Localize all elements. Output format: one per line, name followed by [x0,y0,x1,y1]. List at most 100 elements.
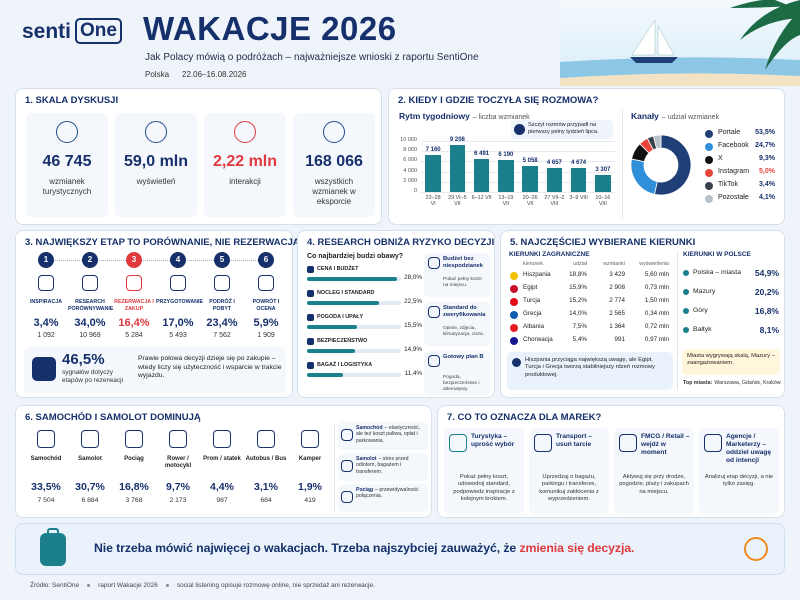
brand-card: Transport – usuń tarcie Uprzedzaj o bagaż… [529,428,609,514]
x-tick-label: 6–12 VII [471,195,492,201]
banner: Nie trzeba mówić najwięcej o wakacjach. … [15,523,785,575]
domestic-name: Polska – miasta [693,269,741,276]
bullet-icon [307,338,314,345]
bar [307,325,357,329]
pin [683,289,689,295]
column-header: wyświetlenia [639,261,669,267]
donut-segment [630,158,658,195]
icon [428,257,440,269]
banner-main: Nie trzeba mówić najwięcej o wakacjach. … [94,541,520,555]
chart-icon [32,357,56,381]
transport-note-text: Samolot – stres przed odlotem, bagażem i … [356,456,426,475]
table-cell: 991 [614,336,625,343]
domestic-note: Miasta wygrywają skalą, Mazury – zaangaż… [682,349,780,375]
step-count: 10 969 [79,332,101,339]
scale-panel: 1. SKALA DYSKUSJI 46 745 wzmianek turystyc… [15,88,382,225]
bar [307,349,355,353]
mode-pct: 3,1% [254,481,278,493]
bar [546,168,563,192]
table-cell: 1 364 [609,323,625,330]
icon [214,275,230,291]
mode-name: Prom / statek [203,456,241,462]
table-cell: Chorwacja [523,336,553,343]
mode-pct: 33,5% [31,481,61,493]
bar-label: CENA I BUDŻET [317,266,359,272]
footer-text: Źródło: SentiOne [30,582,80,589]
x-tick-label: 20–26 VII [522,195,538,208]
table-cell: Turcja [523,297,541,304]
y-tick-label: 10 000 [400,137,417,143]
stat-label: interakcji [229,177,261,186]
bar [595,175,611,192]
domestic-value: 8,1% [759,325,779,335]
step-count: 1 909 [257,332,275,339]
step-pct: 23,4% [206,317,238,329]
brand-card: Agencje / Marketerzy – oddziel uwagę od … [699,428,779,514]
table-cell: 0,72 mln [644,323,669,330]
table-cell: Albania [523,323,545,330]
palm-leaves [730,0,800,70]
mode-count: 419 [304,497,316,504]
icon [169,430,187,448]
page-title: WAKACJE 2026 [143,10,397,47]
table-cell: 18,8% [569,271,587,278]
icon [257,430,275,448]
domestic-value: 16,8% [754,306,779,316]
step-number: 3 [126,252,142,268]
mode-name: Rower / motocykl [164,456,192,469]
step-label: RESEARCH PORÓWNYWANIE [68,299,114,312]
brand-card-title: FMCG / Retail – wejdź w moment [641,433,690,456]
brand-card-title: Transport – usuń tarcie [556,433,592,448]
y-tick-label: 2 000 [403,177,417,184]
callout-text: Szczyt rozmów przypadł na pierwszy pełny… [528,122,599,135]
legend-swatch [705,130,713,138]
icon [125,430,143,448]
table-cell: 5,4% [572,336,587,343]
brand-card-text: Aktywuj się przy drodze, pogodzie, plaży… [619,474,689,495]
boat-sail [631,19,656,56]
icon [619,434,637,452]
suitcase-handle [47,528,59,535]
foreign-note: Hiszpania przyciąga największą uwagę, al… [507,352,673,390]
brand-card: FMCG / Retail – wejdź w moment Aktywuj si… [614,428,694,514]
flag [510,285,518,293]
icon [37,430,55,448]
icon [81,430,99,448]
value-label: 28,0% [404,274,422,281]
step-count: 1 092 [37,332,55,339]
table-cell: Hiszpania [523,271,551,278]
brand-card-title: Agencje / Marketerzy – oddziel uwagę od … [726,433,772,464]
transport-note: Pociąg – przewidywalność połączenia. [338,484,428,512]
bullet-icon [307,362,314,369]
column-header: wzmianki [603,261,625,267]
mode-count: 7 504 [37,497,55,504]
transport-note-text: Pociąg – przewidywalność połączenia. [356,487,426,500]
bar [498,160,514,192]
step-pct: 3,4% [33,317,59,329]
stat-value: 168 066 [305,153,363,170]
section-title: 7. CO TO OZNACZA DLA MAREK? [447,412,602,423]
step-count: 5 284 [125,332,143,339]
bar [307,301,379,305]
x-tick-label: 10–16 VIII [595,195,611,208]
weekly-note: – liczba wzmianek [472,114,530,121]
step-count: 7 562 [213,332,231,339]
table-cell: 1,50 mln [644,297,669,304]
bar [307,277,397,281]
summary-box: 46,5% sygnałów dotyczy etapów po rezerwac… [24,347,286,393]
transport-note-title: Samolot [356,456,377,462]
logo-text: senti [22,20,72,43]
tip-title: Standard do zweryfikowania [443,305,486,318]
icon [234,121,256,143]
tip-text: Pogoda, bezpieczeństwo i alternatywy. [443,375,480,392]
icon [56,121,78,143]
bar [307,373,344,377]
bar [570,168,587,192]
grid-line [421,161,615,163]
tip-text: Opinie, zdjęcia, klimatyzacja, cisza. [443,326,485,337]
icon [170,275,186,291]
flag [510,311,518,319]
icon [82,275,98,291]
legend-swatch [705,156,713,164]
section-title: 1. SKALA DYSKUSJI [25,95,119,106]
